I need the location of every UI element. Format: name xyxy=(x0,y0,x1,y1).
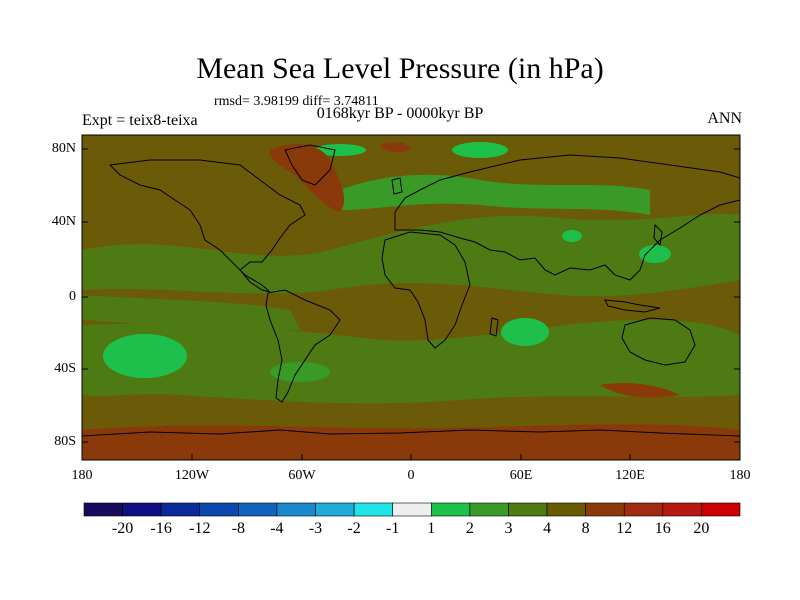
colorbar-swatch xyxy=(662,502,702,517)
coast-indonesia xyxy=(604,299,661,313)
colorbar xyxy=(83,502,741,517)
coastlines xyxy=(82,144,740,437)
high-south-indian xyxy=(600,383,680,398)
colorbar-label: 16 xyxy=(654,520,671,537)
colorbar-label: 2 xyxy=(465,520,474,537)
colorbar-swatch xyxy=(701,502,741,517)
coast-eurasia xyxy=(394,154,740,281)
low-south-pacific xyxy=(103,334,187,378)
coast-australia xyxy=(621,317,696,366)
colorbar-label: 12 xyxy=(616,520,633,537)
stats-line: rmsd= 3.98199 diff= 3.74811 xyxy=(214,94,379,109)
high-antarctic xyxy=(82,424,740,460)
colorbar-swatch xyxy=(469,502,509,517)
lon-label-180e: 180 xyxy=(729,468,751,483)
axis-ticks xyxy=(82,148,740,460)
lat-label-40s: 40S xyxy=(54,361,76,376)
lon-label-60w: 60W xyxy=(288,468,316,483)
colorbar-swatch xyxy=(315,502,355,517)
experiment-label: Expt = teix8-teixa xyxy=(82,112,198,129)
lon-label-60e: 60E xyxy=(509,468,533,483)
low-south-atlantic xyxy=(270,362,330,382)
low-asia xyxy=(562,230,582,242)
band-north-atlantic xyxy=(340,174,650,215)
colorbar-label: 1 xyxy=(427,520,436,537)
colorbar-label: -12 xyxy=(189,520,211,537)
colorbar-label: -1 xyxy=(386,520,400,537)
band-southern xyxy=(82,319,740,404)
coast-africa xyxy=(381,231,471,349)
low-west-pacific xyxy=(639,245,671,263)
lon-label-120e: 120E xyxy=(615,468,645,483)
colorbar-swatch xyxy=(83,502,123,517)
colorbar-swatch xyxy=(546,502,586,517)
chart-title: Mean Sea Level Pressure (in hPa) xyxy=(196,52,604,85)
colorbar-swatch xyxy=(238,502,278,517)
colorbar-swatch xyxy=(585,502,625,517)
colorbar-label: -20 xyxy=(111,520,134,537)
colorbar-label: -4 xyxy=(270,520,284,537)
lon-label-120w: 120W xyxy=(174,468,210,483)
lon-label-0: 0 xyxy=(407,468,415,483)
colorbar-label: 4 xyxy=(543,520,552,537)
colorbar-swatch xyxy=(623,502,664,517)
colorbar-label: -8 xyxy=(231,520,246,537)
colorbar-label: 8 xyxy=(581,520,590,537)
low-indian-ocean xyxy=(501,318,549,346)
low-arctic-east xyxy=(452,142,508,158)
colorbar-label: -16 xyxy=(150,520,172,537)
colorbar-swatch xyxy=(122,502,162,517)
coast-japan xyxy=(653,223,663,247)
season-label: ANN xyxy=(707,110,742,127)
colorbar-swatch xyxy=(160,502,201,517)
colorbar-label: 3 xyxy=(504,520,513,537)
lat-label-80n: 80N xyxy=(51,141,76,156)
lon-label-180w: 180 xyxy=(71,468,93,483)
period-label: 0168kyr BP - 0000kyr BP xyxy=(316,105,484,122)
lat-label-40n: 40N xyxy=(51,214,76,229)
colorbar-label: 20 xyxy=(693,520,710,537)
colorbar-swatch xyxy=(199,502,239,517)
band-tropical-pacific xyxy=(82,295,300,330)
coast-greenland xyxy=(284,144,336,186)
high-north-atlantic xyxy=(380,142,410,153)
coast-antarctica xyxy=(82,429,740,437)
pressure-field xyxy=(82,135,740,460)
colorbar-swatch xyxy=(353,502,394,517)
lat-label-0: 0 xyxy=(69,289,76,304)
high-greenland xyxy=(269,144,345,212)
coast-madagascar xyxy=(489,317,499,337)
low-greenland-sea xyxy=(314,144,366,156)
colorbar-label: -2 xyxy=(347,520,361,537)
colorbar-swatch xyxy=(508,502,548,517)
coast-britain xyxy=(391,177,403,195)
colorbar-swatch xyxy=(430,502,471,517)
colorbar-swatch xyxy=(276,502,316,517)
colorbar-label: -3 xyxy=(308,520,323,537)
lat-label-80s: 80S xyxy=(54,434,76,449)
coast-north-america xyxy=(108,159,306,293)
coast-south-america xyxy=(265,289,341,403)
colorbar-swatch xyxy=(392,502,432,517)
